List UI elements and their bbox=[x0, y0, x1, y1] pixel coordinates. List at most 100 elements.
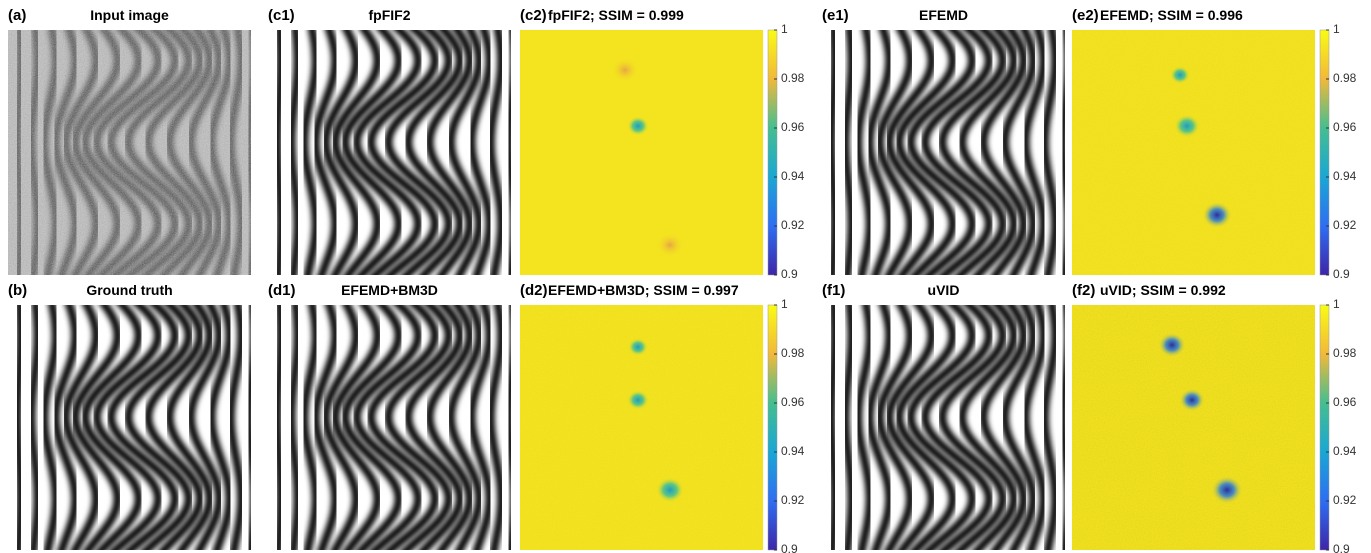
fringe bbox=[1000, 305, 1038, 550]
panel-image bbox=[520, 30, 763, 275]
panel-image bbox=[520, 305, 763, 550]
colorbar-tick-label: 0.9 bbox=[1333, 542, 1350, 553]
fringe bbox=[841, 30, 856, 275]
map-blob bbox=[1179, 388, 1205, 412]
panel-label: (f2) bbox=[1072, 282, 1095, 299]
map-blob bbox=[611, 57, 639, 83]
map-blob bbox=[627, 116, 649, 136]
fringe bbox=[8, 315, 9, 516]
colorbar-tick-label: 0.96 bbox=[781, 120, 805, 134]
panel-image bbox=[8, 300, 269, 553]
fringe bbox=[938, 305, 1007, 550]
fringe bbox=[425, 305, 474, 550]
fringe bbox=[311, 305, 340, 550]
fringe bbox=[321, 305, 361, 550]
fringe bbox=[875, 30, 915, 275]
map-blob bbox=[628, 338, 648, 356]
fringe bbox=[938, 30, 1007, 275]
fringe bbox=[384, 305, 453, 550]
fringe bbox=[331, 30, 382, 275]
fringe bbox=[875, 305, 915, 550]
fringe bbox=[921, 30, 994, 275]
panel-title: fpFIF2 bbox=[369, 7, 411, 23]
fringe bbox=[1021, 30, 1048, 275]
fringe bbox=[268, 40, 269, 241]
fringe bbox=[895, 305, 957, 550]
panel-title: Input image bbox=[90, 7, 169, 23]
panel-label: (c1) bbox=[268, 7, 295, 24]
colorbar-tick-label: 1 bbox=[1333, 297, 1340, 311]
fringe bbox=[1040, 30, 1060, 275]
colorbar bbox=[767, 304, 778, 551]
fringe bbox=[165, 305, 214, 550]
fringe bbox=[40, 305, 60, 550]
fringe bbox=[268, 315, 269, 516]
panel-label: (f1) bbox=[822, 282, 845, 299]
fringe bbox=[207, 305, 234, 550]
map-blob bbox=[1170, 66, 1190, 84]
panel-image bbox=[822, 305, 1065, 550]
panel-title: fpFIF2; SSIM = 0.999 bbox=[548, 7, 684, 23]
colorbar bbox=[1319, 304, 1330, 551]
map-bg bbox=[520, 30, 763, 275]
colorbar-tick-label: 0.94 bbox=[1333, 169, 1357, 183]
panel-label: (c2) bbox=[520, 7, 547, 24]
fringe bbox=[1021, 305, 1048, 550]
fringe bbox=[958, 305, 1018, 550]
colorbar-tick-label: 0.92 bbox=[1333, 493, 1357, 507]
fringe bbox=[61, 305, 101, 550]
fringe bbox=[341, 305, 403, 550]
panel-image bbox=[822, 30, 1065, 275]
colorbar bbox=[767, 29, 778, 276]
panel-title: EFEMD+BM3D; SSIM = 0.997 bbox=[548, 282, 739, 298]
fringe bbox=[446, 30, 484, 275]
panel-image bbox=[268, 30, 511, 275]
fringe bbox=[13, 305, 25, 550]
panel-image bbox=[1072, 30, 1315, 275]
colorbar-tick-label: 1 bbox=[781, 297, 788, 311]
fringe bbox=[311, 30, 340, 275]
panel-label: (e2) bbox=[1072, 7, 1099, 24]
noise bbox=[8, 30, 251, 275]
fringe bbox=[467, 305, 494, 550]
fringe bbox=[27, 305, 42, 550]
fringe bbox=[865, 30, 894, 275]
fringe bbox=[244, 305, 251, 550]
fringe bbox=[367, 30, 440, 275]
panel-title: uVID bbox=[928, 282, 960, 298]
fringe bbox=[8, 40, 9, 241]
fringe bbox=[186, 305, 224, 550]
fringe bbox=[504, 30, 511, 275]
colorbar-tick-label: 0.9 bbox=[781, 267, 798, 281]
fringe bbox=[827, 305, 839, 550]
colorbar-tick-label: 0.98 bbox=[781, 346, 805, 360]
fringe bbox=[921, 305, 994, 550]
fringe bbox=[1058, 30, 1065, 275]
fringe bbox=[486, 30, 506, 275]
fringe bbox=[51, 305, 80, 550]
fringe bbox=[841, 305, 856, 550]
fringe bbox=[341, 30, 403, 275]
colorbar-tick-label: 0.98 bbox=[1333, 71, 1357, 85]
panel-title: EFEMD; SSIM = 0.996 bbox=[1100, 7, 1243, 23]
colorbar-tick-label: 0.9 bbox=[1333, 267, 1350, 281]
colorbar-tick-label: 0.98 bbox=[781, 71, 805, 85]
colorbar-tick-label: 0.9 bbox=[781, 542, 798, 553]
fringe bbox=[92, 305, 163, 550]
fringe bbox=[1040, 305, 1060, 550]
colorbar-tick-label: 0.96 bbox=[1333, 120, 1357, 134]
colorbar-tick-label: 1 bbox=[1333, 22, 1340, 36]
colorbar-tick-label: 0.98 bbox=[1333, 346, 1357, 360]
fringe bbox=[266, 300, 269, 553]
fringe bbox=[854, 305, 874, 550]
panel-image bbox=[8, 30, 251, 275]
map-blob bbox=[1202, 201, 1232, 229]
fringe bbox=[367, 305, 440, 550]
map-texture bbox=[1072, 30, 1315, 275]
fringe bbox=[331, 305, 382, 550]
fringe bbox=[352, 30, 423, 275]
fringe bbox=[300, 30, 320, 275]
fringe bbox=[321, 30, 361, 275]
fringe bbox=[906, 305, 977, 550]
